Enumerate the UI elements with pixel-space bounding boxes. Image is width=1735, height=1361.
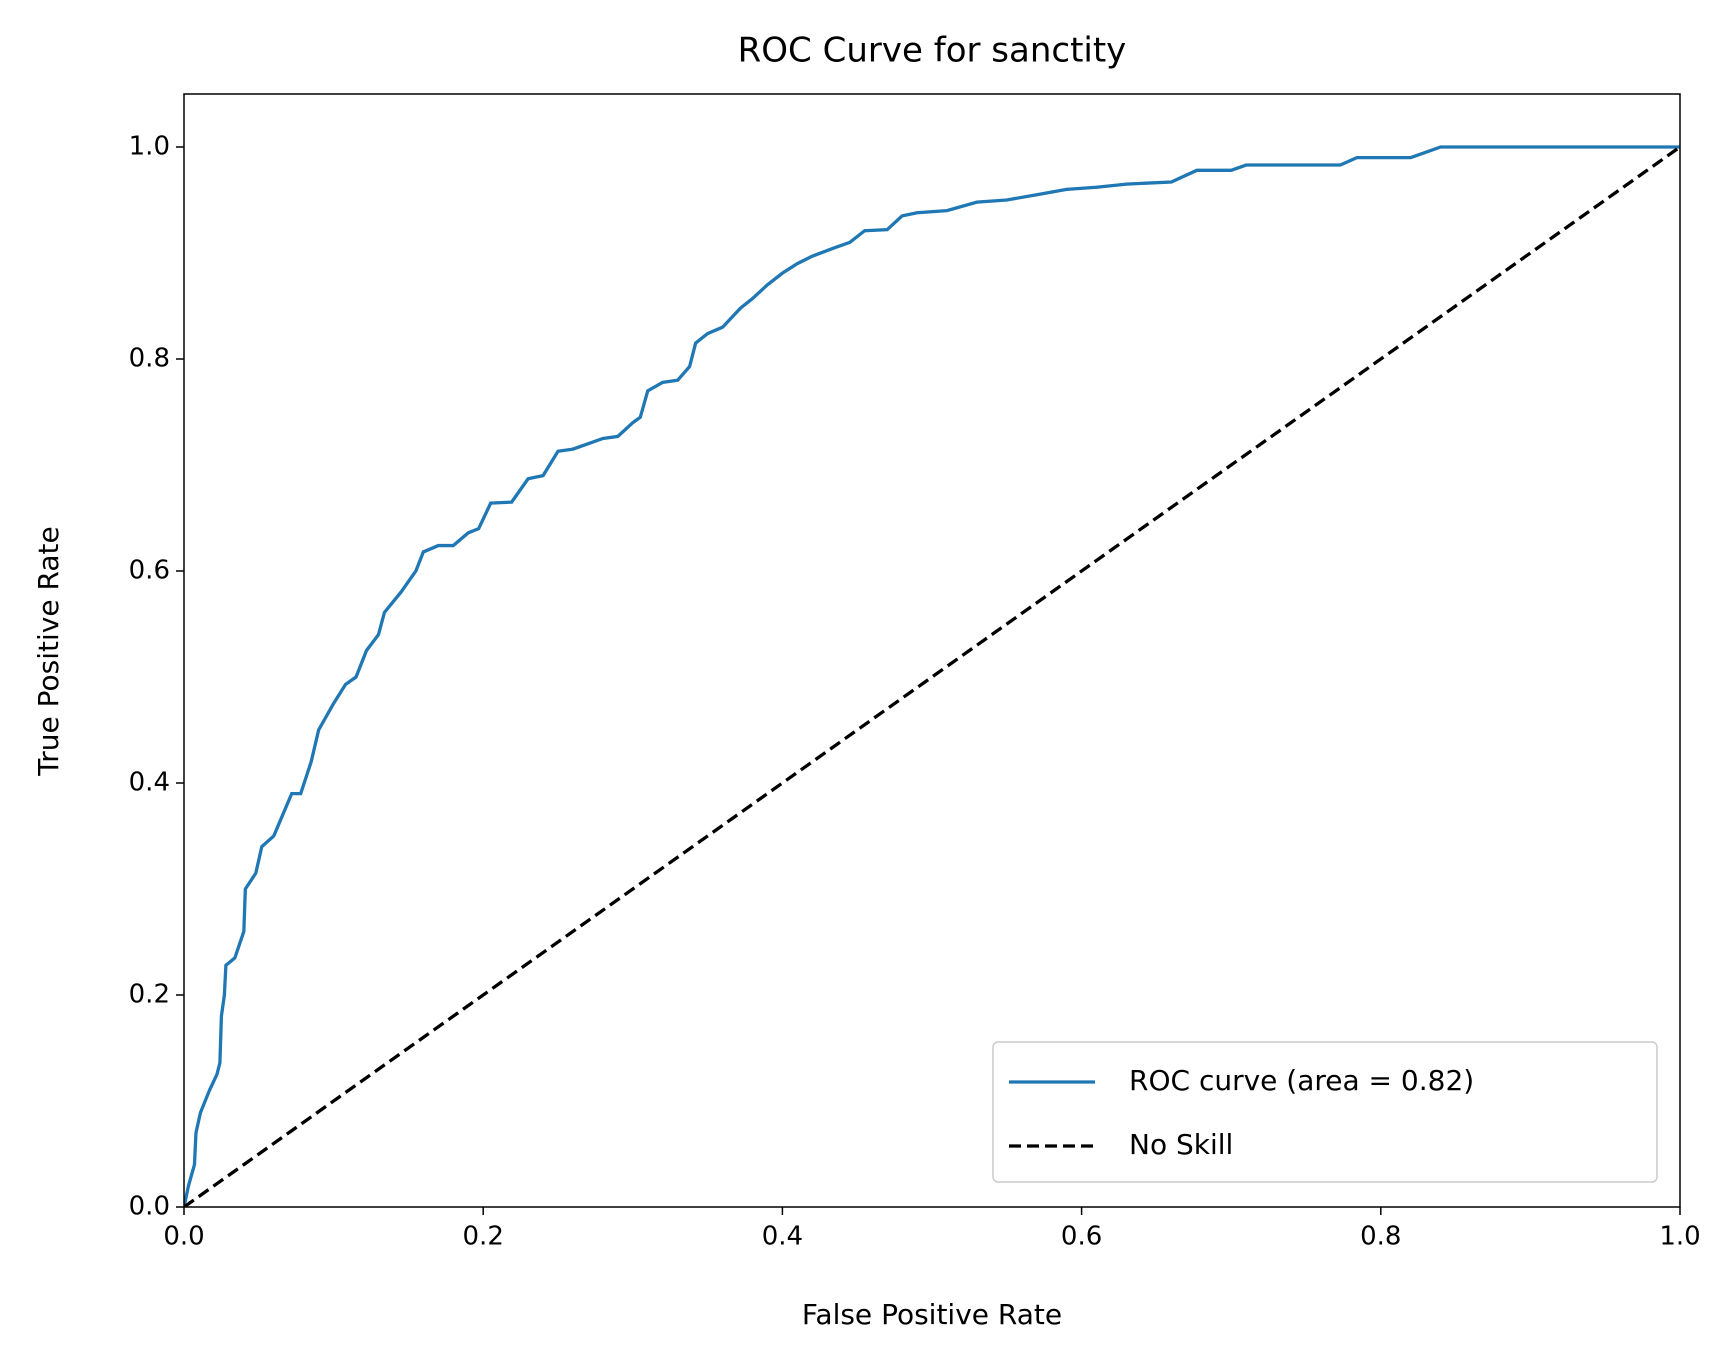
y-tick-label: 0.0 [129,1192,170,1222]
y-tick-label: 1.0 [129,132,170,162]
chart-title: ROC Curve for sanctity [738,31,1127,71]
x-tick-label: 1.0 [1659,1222,1700,1252]
plot-frame [183,93,1681,1208]
x-axis-label: False Positive Rate [802,1298,1062,1331]
legend-box [992,1041,1658,1183]
line [184,145,1680,1207]
y-axis-label: True Positive Rate [32,526,65,776]
x-tick-label: 0.2 [463,1222,504,1252]
y-tick-label: 0.4 [129,768,170,798]
legend-label: No Skill [1129,1128,1233,1161]
legend-label: ROC curve (area = 0.82) [1129,1064,1474,1097]
x-tick-label: 0.4 [762,1222,803,1252]
y-tick-label: 0.2 [129,980,170,1010]
x-tick-label: 0.6 [1061,1222,1102,1252]
y-tick-label: 0.8 [129,344,170,374]
y-tick-label: 0.6 [129,556,170,586]
x-tick-label: 0.8 [1360,1222,1401,1252]
x-tick-label: 0.0 [163,1222,204,1252]
